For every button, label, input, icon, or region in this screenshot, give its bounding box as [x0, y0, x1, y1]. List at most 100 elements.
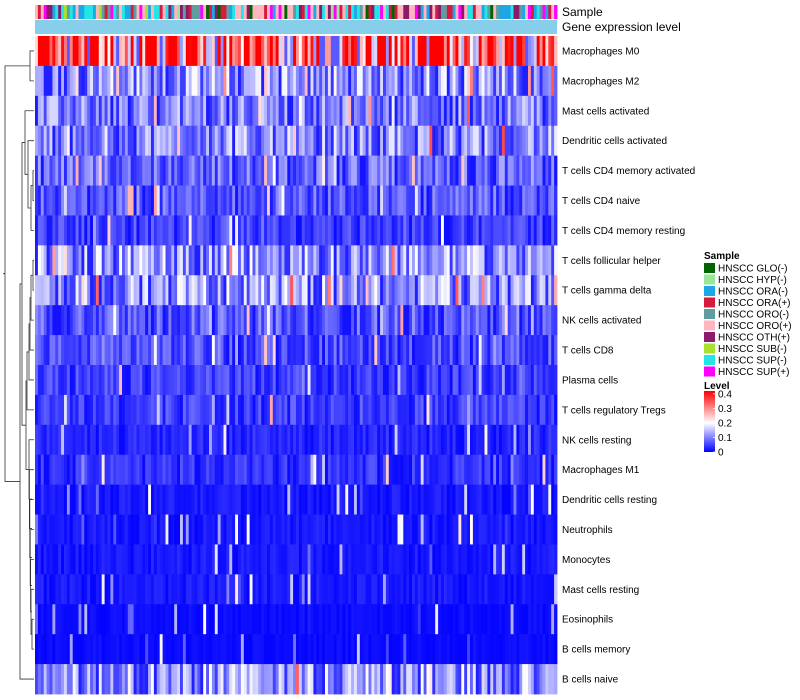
- heatmap-cell: [194, 514, 198, 545]
- heatmap-cell: [284, 544, 288, 575]
- heatmap-cell: [226, 275, 230, 306]
- heatmap-cell: [327, 574, 332, 605]
- heatmap-cell: [339, 155, 343, 186]
- heatmap-cell: [211, 394, 216, 426]
- heatmap-cell: [412, 514, 416, 545]
- heatmap-cell: [458, 664, 462, 695]
- heatmap-cell: [168, 454, 172, 486]
- heatmap-cell: [130, 335, 134, 366]
- heatmap-cell: [145, 634, 149, 665]
- heatmap-cell: [246, 514, 250, 545]
- heatmap-cell: [365, 394, 369, 426]
- heatmap-cell: [261, 664, 265, 695]
- heatmap-cell: [217, 664, 221, 695]
- heatmap-cell: [113, 424, 117, 456]
- heatmap-cell: [397, 394, 401, 426]
- heatmap-cell: [58, 185, 62, 216]
- heatmap-cell: [545, 574, 549, 605]
- heatmap-cell: [194, 424, 198, 456]
- heatmap-cell: [127, 664, 132, 695]
- heatmap-cell: [380, 305, 384, 336]
- heatmap-cell: [472, 245, 477, 276]
- heatmap-cell: [438, 484, 442, 515]
- heatmap-cell: [232, 125, 236, 157]
- heatmap-cell: [243, 604, 248, 635]
- heatmap-cell: [194, 484, 198, 515]
- heatmap-cell: [342, 125, 346, 157]
- heatmap-cell: [226, 95, 230, 127]
- heatmap-cell: [284, 604, 288, 635]
- heatmap-cell: [513, 155, 517, 186]
- heatmap-cell: [223, 215, 227, 246]
- heatmap-cell: [490, 185, 494, 216]
- heatmap-cell: [519, 514, 523, 545]
- heatmap-cell: [316, 36, 320, 67]
- row-label: T cells follicular helper: [562, 256, 661, 267]
- heatmap-cell: [504, 424, 509, 456]
- heatmap-cell: [530, 424, 535, 456]
- heatmap-cell: [64, 36, 68, 67]
- heatmap-cell: [107, 394, 111, 426]
- heatmap-cell: [365, 185, 369, 216]
- heatmap-cell: [435, 185, 439, 216]
- heatmap-cell: [58, 574, 62, 605]
- heatmap-cell: [429, 155, 433, 186]
- sample-annotation-cell: [101, 5, 105, 19]
- heatmap-cell: [55, 514, 59, 545]
- heatmap-cell: [336, 664, 340, 695]
- heatmap-cell: [194, 245, 198, 276]
- heatmap-cell: [168, 664, 172, 695]
- heatmap-cell: [104, 275, 108, 306]
- heatmap-cell: [400, 664, 404, 695]
- heatmap-cell: [301, 155, 306, 186]
- heatmap-cell: [81, 454, 85, 486]
- heatmap-cell: [545, 155, 549, 186]
- heatmap-cell: [52, 634, 56, 665]
- heatmap-cell: [40, 275, 45, 306]
- heatmap-cell: [441, 36, 445, 67]
- heatmap-cell: [499, 574, 503, 605]
- heatmap-cell: [240, 36, 245, 67]
- heatmap-cell: [261, 65, 265, 97]
- heatmap-cell: [499, 65, 503, 97]
- heatmap-cell: [185, 65, 190, 97]
- heatmap-cell: [101, 305, 105, 336]
- dendrogram-branch: [32, 170, 34, 201]
- heatmap-cell: [156, 514, 161, 545]
- heatmap-cell: [458, 305, 462, 336]
- heatmap-cell: [243, 215, 248, 246]
- heatmap-cell: [119, 95, 123, 127]
- heatmap-row: [35, 305, 558, 336]
- heatmap-cell: [78, 36, 82, 67]
- heatmap-cell: [293, 664, 297, 695]
- heatmap-cell: [551, 65, 555, 97]
- heatmap-cell: [104, 484, 108, 515]
- heatmap-cell: [159, 514, 163, 545]
- heatmap-cell: [180, 65, 184, 97]
- heatmap-cell: [319, 574, 323, 605]
- heatmap-cell: [206, 215, 210, 246]
- sample-annotation-cell: [391, 5, 395, 19]
- heatmap-cell: [255, 185, 259, 216]
- heatmap-cell: [516, 664, 520, 695]
- heatmap-cell: [339, 454, 343, 486]
- heatmap-cell: [272, 215, 277, 246]
- heatmap-cell: [336, 125, 340, 157]
- heatmap-cell: [414, 36, 419, 67]
- heatmap-cell: [232, 544, 236, 575]
- heatmap-cell: [423, 394, 427, 426]
- heatmap-cell: [127, 394, 132, 426]
- heatmap-cell: [272, 454, 277, 486]
- heatmap-cell: [93, 185, 97, 216]
- heatmap-cell: [371, 155, 375, 186]
- heatmap-cell: [519, 305, 523, 336]
- heatmap-cell: [194, 215, 198, 246]
- heatmap-cell: [298, 365, 303, 396]
- heatmap-cell: [110, 36, 114, 67]
- heatmap-cell: [449, 634, 453, 665]
- heatmap-cell: [542, 65, 546, 97]
- heatmap-cell: [238, 305, 242, 336]
- heatmap-cell: [322, 394, 326, 426]
- heatmap-cell: [464, 155, 468, 186]
